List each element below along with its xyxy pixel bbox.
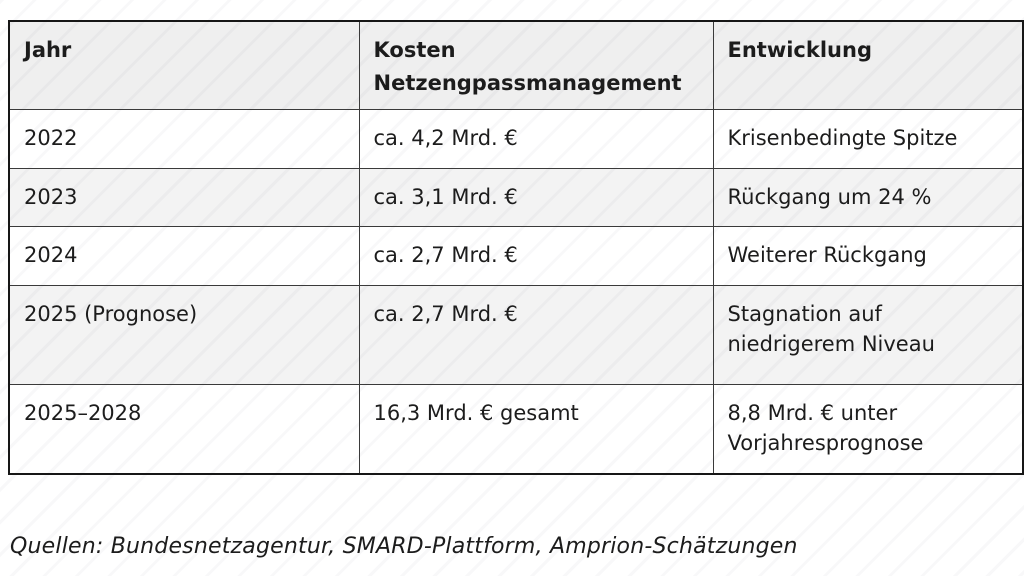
column-header-kosten: Kosten Netzengpassmanagement — [358, 20, 714, 110]
cell-jahr: 2022 — [8, 108, 360, 169]
cell-jahr: 2025 (Prognose) — [8, 284, 360, 385]
header-row: Jahr Kosten Netzengpassmanagement Entwic… — [8, 20, 1024, 110]
cell-kosten: ca. 3,1 Mrd. € — [358, 167, 714, 227]
table-row-2023: 2023 ca. 3,1 Mrd. € Rückgang um 24 % — [8, 167, 1024, 227]
table-row-2022: 2022 ca. 4,2 Mrd. € Krisenbedingte Spitz… — [8, 108, 1024, 169]
table-row-2025-prognose: 2025 (Prognose) ca. 2,7 Mrd. € Stagnatio… — [8, 284, 1024, 385]
cell-kosten: ca. 2,7 Mrd. € — [358, 225, 714, 286]
cell-jahr: 2024 — [8, 225, 360, 286]
cell-entwicklung: Krisenbedingte Spitze — [712, 108, 1024, 169]
cell-entwicklung: Stagnation auf niedrigerem Niveau — [712, 284, 1024, 385]
column-header-jahr: Jahr — [8, 20, 360, 110]
table-row-2024: 2024 ca. 2,7 Mrd. € Weiterer Rückgang — [8, 225, 1024, 286]
cell-entwicklung: 8,8 Mrd. € unter Vorjahresprognose — [712, 383, 1024, 475]
cell-kosten: 16,3 Mrd. € gesamt — [358, 383, 714, 475]
cell-kosten: ca. 2,7 Mrd. € — [358, 284, 714, 385]
cost-table-header: Jahr Kosten Netzengpassmanagement Entwic… — [8, 20, 1024, 110]
cell-jahr: 2025–2028 — [8, 383, 360, 475]
sources-note: Quellen: Bundesnetzagentur, SMARD-Plattf… — [10, 534, 798, 559]
cell-entwicklung: Rückgang um 24 % — [712, 167, 1024, 227]
cell-entwicklung: Weiterer Rückgang — [712, 225, 1024, 286]
cell-kosten: ca. 4,2 Mrd. € — [358, 108, 714, 169]
cost-table-body: 2022 ca. 4,2 Mrd. € Krisenbedingte Spitz… — [8, 108, 1024, 475]
column-header-entwicklung: Entwicklung — [712, 20, 1024, 110]
cost-table: Jahr Kosten Netzengpassmanagement Entwic… — [8, 20, 1024, 475]
table-row-2025-2028: 2025–2028 16,3 Mrd. € gesamt 8,8 Mrd. € … — [8, 383, 1024, 475]
cell-jahr: 2023 — [8, 167, 360, 227]
